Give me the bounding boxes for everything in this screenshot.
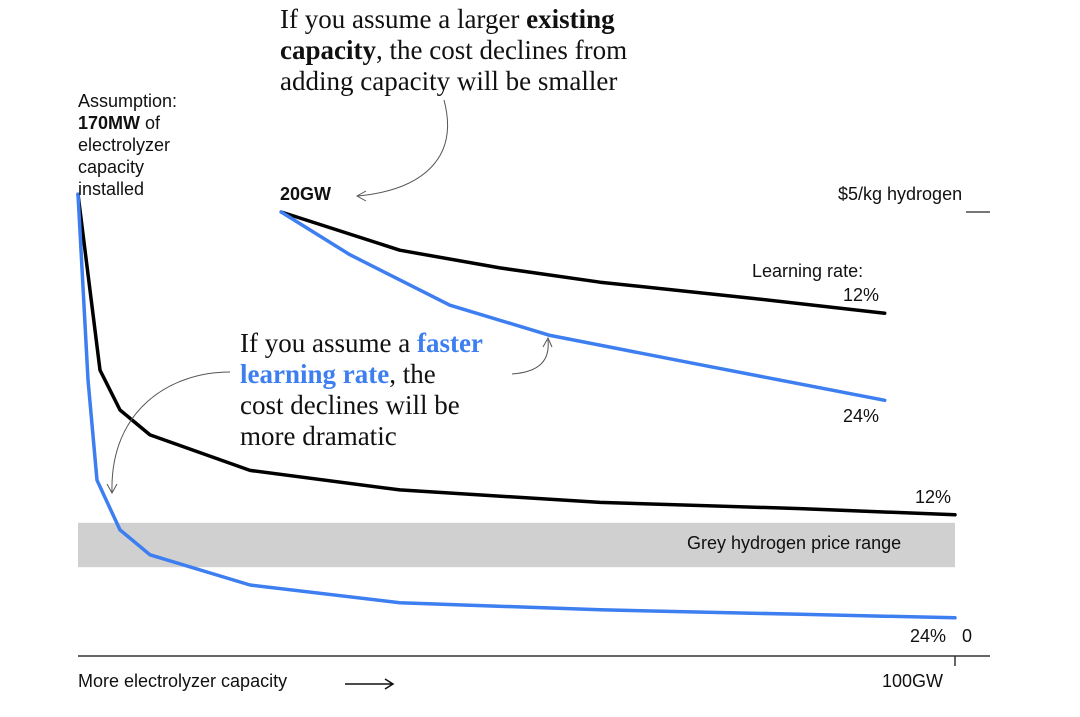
- note-bold: 170MW: [78, 113, 141, 133]
- note-line: Assumption:: [78, 91, 178, 111]
- note-text: If you assume a: [240, 328, 417, 358]
- x-axis-label: More electrolyzer capacity: [78, 671, 288, 691]
- series-line-1: [76, 192, 957, 620]
- series-line-3: [279, 210, 887, 403]
- note-line: learning rate, the: [240, 359, 483, 390]
- note-text: , the cost declines from: [375, 35, 628, 65]
- note-text: , the: [389, 359, 436, 389]
- end-label-12-upper: 12%: [843, 285, 880, 305]
- end-label-12-lower: 12%: [915, 487, 952, 507]
- note-line: cost declines will be: [240, 390, 460, 420]
- note-bold: capacity: [280, 35, 376, 65]
- note-line: more dramatic: [240, 421, 397, 451]
- end-label-24-upper: 24%: [843, 406, 880, 426]
- note-text: of: [140, 113, 161, 133]
- assumption-note: Assumption: 170MW of electrolyzer capaci…: [78, 90, 177, 200]
- annotation-arrow-top: [355, 99, 449, 202]
- band-label: Grey hydrogen price range: [687, 533, 902, 553]
- note-line: If you assume a larger existing: [280, 4, 627, 35]
- grey-price-band: [78, 522, 955, 568]
- note-bold: learning rate: [240, 359, 390, 389]
- note-text: If you assume a larger: [280, 4, 527, 34]
- mid-annotation: If you assume a faster learning rate, th…: [240, 328, 483, 452]
- note-bold: existing: [526, 4, 615, 34]
- note-line: 170MW of: [78, 112, 177, 134]
- note-bold: faster: [416, 328, 483, 358]
- x-tick-100gw: 100GW: [882, 671, 944, 691]
- note-line: adding capacity will be smaller: [280, 66, 618, 96]
- end-label-24-lower: 24%: [910, 626, 947, 646]
- note-line: capacity: [78, 157, 145, 177]
- note-line: If you assume a faster: [240, 328, 483, 359]
- note-line: electrolyzer: [78, 135, 171, 155]
- top-annotation: If you assume a larger existing capacity…: [280, 4, 627, 97]
- annotation-arrow-right: [511, 336, 553, 375]
- learning-rate-label: Learning rate:: [752, 261, 864, 281]
- x-axis-arrow-icon: [345, 678, 395, 690]
- y-tick-zero: 0: [962, 626, 973, 646]
- start-20gw-label: 20GW: [280, 184, 332, 204]
- y-tick-top: $5/kg hydrogen: [838, 184, 963, 204]
- series-line-2: [279, 210, 887, 315]
- annotation-arrow-left: [106, 371, 231, 495]
- note-line: installed: [78, 179, 145, 199]
- series-line-0: [76, 192, 957, 517]
- note-line: capacity, the cost declines from: [280, 35, 627, 66]
